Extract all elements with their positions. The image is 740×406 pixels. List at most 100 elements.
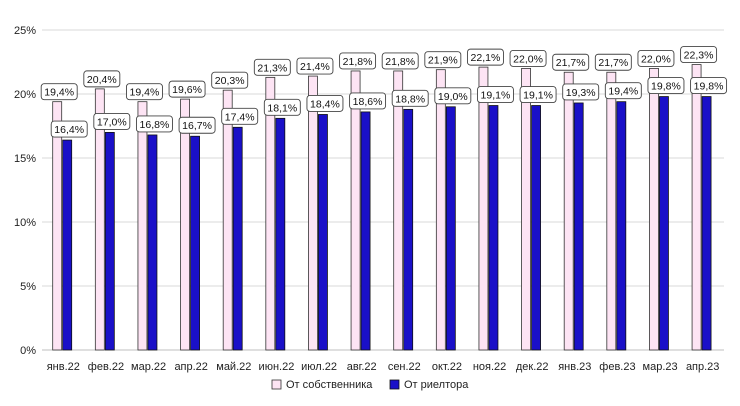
data-label-realtor: 19,1% (523, 90, 553, 102)
x-tick-label: июн.22 (259, 361, 295, 373)
y-tick-label: 20% (14, 89, 36, 101)
x-tick-label: ноя.22 (473, 361, 506, 373)
data-label-owner: 19,4% (44, 87, 74, 99)
bar-realtor (318, 114, 328, 351)
x-tick-label: мар.23 (643, 361, 678, 373)
data-label-realtor-box (349, 92, 387, 110)
data-label-realtor-box (434, 87, 472, 105)
data-label-owner: 20,3% (215, 75, 245, 87)
data-label-owner-box (40, 83, 78, 101)
x-tick-label: апр.22 (174, 361, 207, 373)
legend-label-realtor: От риелтора (404, 379, 469, 391)
data-label-realtor: 18,8% (395, 93, 425, 105)
data-labels: 19,4% 16,4% 20,4% 17,0% 19,4% 16,8% 19,6% 16,7%… (40, 46, 728, 138)
bar-owner (265, 76, 276, 351)
data-label-realtor-box (391, 89, 429, 107)
data-label-owner-box (339, 52, 377, 70)
data-label-owner-box (211, 71, 249, 89)
data-label-owner: 19,4% (130, 87, 160, 99)
bar-realtor (104, 131, 115, 351)
legend: От собственника От риелтора (271, 379, 469, 391)
bar-owner (521, 68, 531, 351)
data-label-owner-box (424, 51, 462, 69)
data-label-realtor-box (647, 77, 685, 95)
data-label-realtor: 19,0% (438, 91, 468, 103)
data-label-owner: 22,3% (684, 50, 714, 62)
data-label-owner-box (83, 70, 121, 88)
data-label-realtor: 18,4% (310, 98, 340, 110)
bars (52, 64, 712, 351)
bar-realtor (701, 96, 712, 351)
bar-owner (350, 70, 361, 351)
bar-realtor (659, 96, 669, 351)
bar-owner (393, 70, 404, 351)
x-tick-label: фев.23 (599, 361, 635, 373)
bar-realtor (62, 139, 73, 351)
data-label-owner-box (381, 52, 419, 70)
data-label-owner-box (680, 46, 718, 64)
data-label-owner: 20,4% (87, 74, 117, 86)
y-tick-label: 0% (20, 345, 36, 357)
data-label-realtor: 16,4% (54, 124, 84, 136)
bar-owner (222, 89, 233, 351)
bar-realtor (147, 134, 158, 351)
bar-realtor (445, 106, 456, 351)
data-label-realtor-box (93, 112, 131, 130)
y-tick-label: 5% (20, 281, 36, 293)
x-tick-label: янв.23 (558, 361, 591, 373)
bar-realtor (573, 102, 584, 351)
y-tick-label: 15% (14, 153, 36, 165)
x-tick-label: июл.22 (301, 361, 337, 373)
bar-owner (435, 69, 446, 351)
data-label-owner: 22,0% (513, 53, 543, 65)
data-label-realtor-box (476, 86, 514, 103)
data-label-owner-box (466, 48, 504, 66)
data-label-owner: 21,7% (556, 57, 586, 69)
bar-realtor (616, 101, 627, 351)
bar-realtor (275, 117, 286, 351)
data-label-owner: 22,0% (641, 53, 671, 65)
data-label-realtor: 17,0% (97, 116, 127, 128)
axes: 0% 5% 10% 15% 20% 25% янв.22 фев.22 мар.22 апр.22… (14, 25, 724, 373)
data-label-realtor: 17,4% (225, 111, 255, 123)
data-label-realtor: 16,7% (182, 120, 212, 132)
bar-owner (649, 68, 659, 351)
data-label-owner: 21,4% (300, 61, 330, 73)
data-label-realtor-box (178, 116, 216, 134)
data-label-realtor: 18,6% (353, 96, 383, 108)
data-label-realtor-box (135, 115, 173, 133)
data-label-realtor-box (690, 77, 728, 95)
data-label-realtor: 19,3% (566, 87, 596, 99)
data-label-owner-box (296, 57, 334, 75)
data-label-owner: 19,6% (172, 84, 202, 96)
bar-realtor (403, 108, 414, 351)
legend-label-owner: От собственника (286, 379, 373, 391)
bar-owner (478, 66, 489, 351)
data-label-realtor: 19,8% (651, 81, 681, 93)
bar-owner (137, 101, 148, 351)
bar-realtor (360, 111, 371, 351)
data-label-owner-box (637, 49, 675, 67)
bar-owner (180, 98, 190, 351)
data-label-owner: 21,8% (343, 56, 373, 68)
x-tick-label: окт.22 (432, 361, 462, 373)
bar-realtor (190, 135, 200, 351)
data-label-owner: 21,7% (598, 57, 628, 69)
x-tick-label: дек.22 (516, 361, 549, 373)
data-label-realtor-box (221, 107, 259, 125)
data-label-owner: 22,1% (471, 52, 501, 64)
bar-realtor (232, 126, 243, 351)
bar-owner (308, 75, 318, 351)
data-label-owner-box (168, 80, 206, 98)
data-label-realtor-box (306, 95, 344, 112)
legend-swatch-realtor (389, 379, 400, 390)
y-tick-label: 25% (14, 25, 36, 37)
data-label-owner-box (253, 58, 291, 76)
data-label-realtor: 16,8% (140, 119, 170, 131)
data-label-owner-box (594, 53, 632, 71)
data-label-realtor: 18,1% (267, 102, 297, 114)
bar-owner (606, 71, 617, 351)
data-label-owner: 21,9% (428, 55, 458, 67)
bar-owner (563, 71, 574, 351)
